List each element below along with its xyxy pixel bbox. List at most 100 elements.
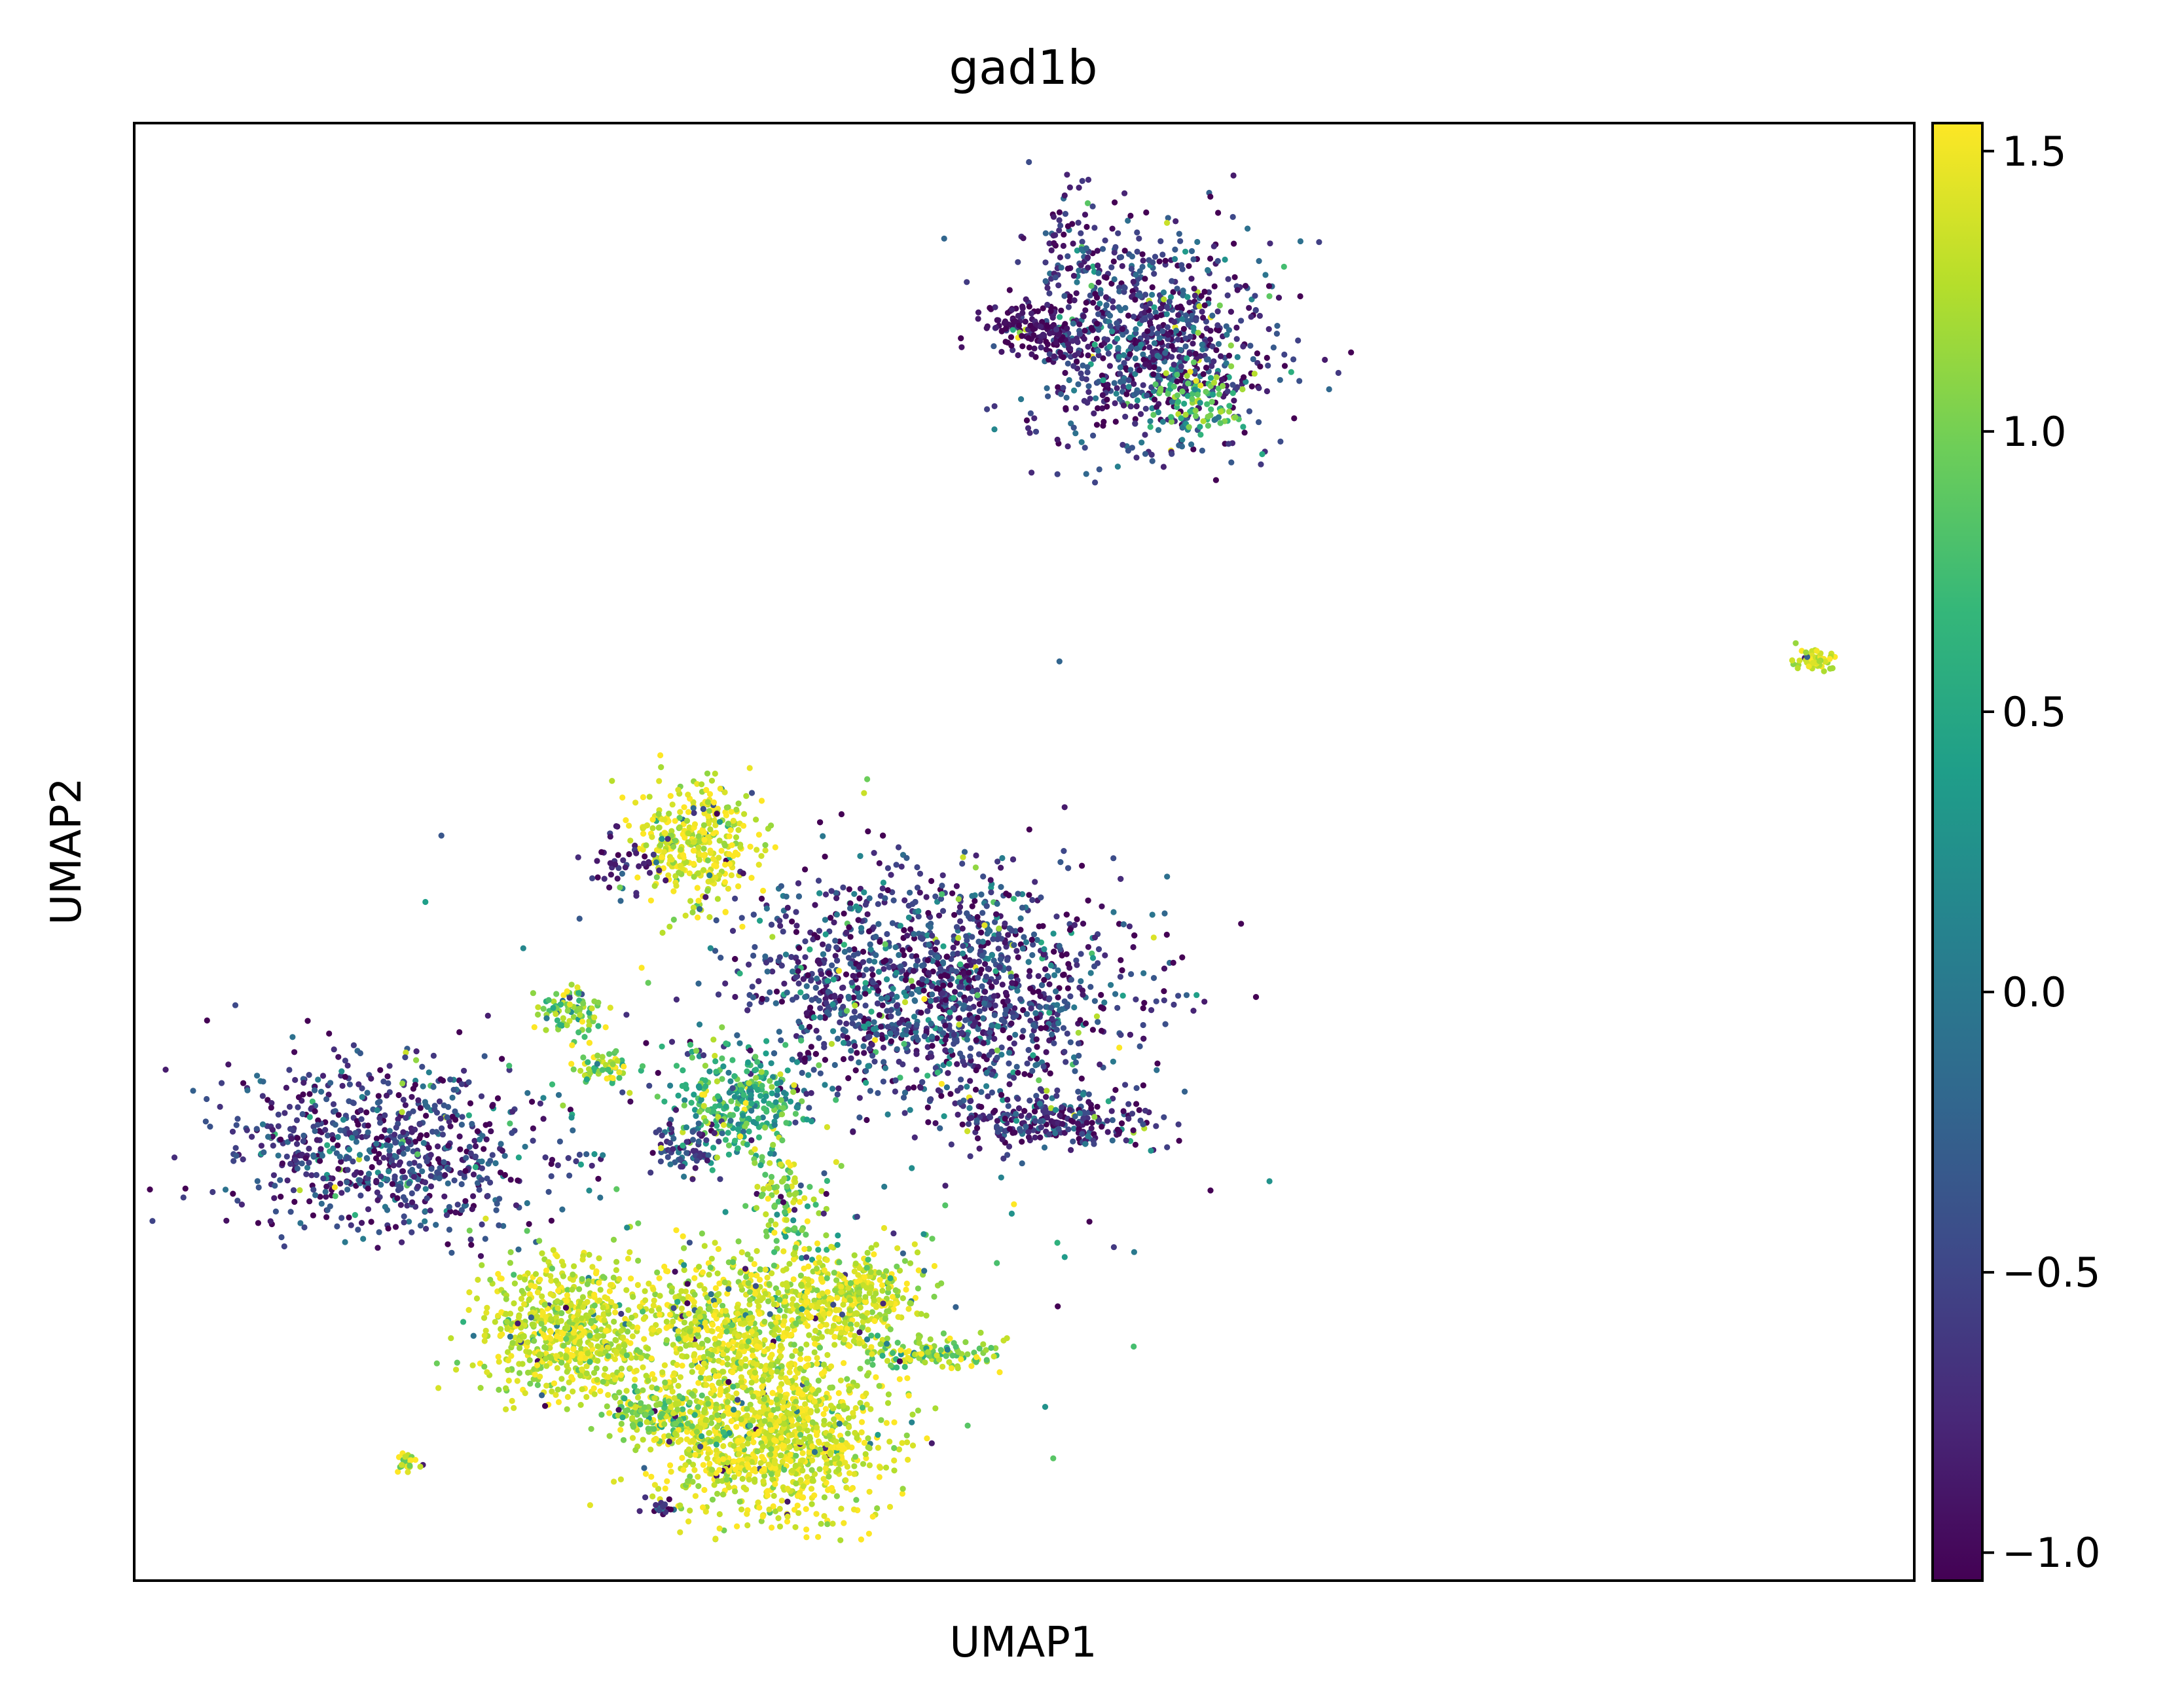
scatter-point bbox=[852, 1042, 858, 1050]
scatter-point bbox=[863, 966, 869, 973]
scatter-point bbox=[223, 1217, 230, 1224]
scatter-point bbox=[409, 1190, 415, 1197]
scatter-point bbox=[974, 1135, 981, 1142]
scatter-point bbox=[991, 1035, 998, 1042]
scatter-point bbox=[1119, 967, 1125, 974]
scatter-point bbox=[1095, 352, 1102, 359]
scatter-point bbox=[964, 1084, 970, 1090]
scatter-point bbox=[1078, 978, 1084, 985]
scatter-point bbox=[984, 406, 991, 413]
scatter-point bbox=[773, 1000, 779, 1006]
scatter-point bbox=[1140, 356, 1147, 363]
scatter-point bbox=[1053, 326, 1060, 333]
scatter-point bbox=[1243, 378, 1249, 385]
scatter-point bbox=[780, 1090, 788, 1096]
scatter-point bbox=[360, 1236, 367, 1242]
scatter-point bbox=[817, 1005, 824, 1012]
scatter-point bbox=[1048, 247, 1055, 253]
scatter-point bbox=[1212, 416, 1219, 422]
scatter-point bbox=[821, 1044, 828, 1050]
scatter-point bbox=[668, 828, 675, 834]
scatter-point bbox=[657, 752, 664, 759]
scatter-point bbox=[735, 1145, 741, 1152]
scatter-point bbox=[1000, 1155, 1007, 1162]
scatter-point bbox=[494, 1095, 501, 1101]
scatter-point bbox=[549, 1156, 556, 1163]
scatter-point bbox=[1002, 1115, 1008, 1122]
scatter-point bbox=[580, 1054, 587, 1061]
scatter-point bbox=[1047, 1070, 1053, 1076]
scatter-point bbox=[1082, 327, 1088, 334]
scatter-point bbox=[375, 1093, 382, 1099]
scatter-point bbox=[501, 1171, 509, 1179]
scatter-point bbox=[795, 880, 802, 887]
scatter-point bbox=[234, 1198, 241, 1204]
scatter-point bbox=[1056, 227, 1063, 234]
scatter-point bbox=[1122, 364, 1129, 371]
scatter-point bbox=[1234, 354, 1241, 361]
scatter-point bbox=[1053, 988, 1059, 995]
scatter-point bbox=[374, 1189, 381, 1196]
scatter-point bbox=[845, 955, 852, 961]
scatter-point bbox=[1004, 957, 1011, 963]
scatter-point bbox=[787, 1162, 793, 1169]
scatter-point bbox=[1037, 1118, 1044, 1125]
scatter-point bbox=[663, 877, 669, 884]
scatter-point bbox=[1079, 862, 1085, 869]
scatter-point bbox=[1133, 271, 1139, 278]
scatter-point bbox=[884, 1023, 891, 1030]
scatter-point bbox=[498, 1141, 504, 1147]
scatter-point bbox=[233, 1122, 240, 1128]
scatter-point bbox=[1100, 355, 1106, 361]
scatter-point bbox=[1126, 923, 1133, 930]
scatter-point bbox=[1112, 199, 1118, 206]
scatter-point bbox=[1091, 998, 1098, 1004]
scatter-point bbox=[847, 934, 854, 940]
scatter-point bbox=[934, 1035, 940, 1042]
scatter-point bbox=[433, 1222, 439, 1228]
scatter-point bbox=[877, 938, 883, 945]
scatter-point bbox=[1192, 350, 1199, 357]
scatter-point bbox=[1134, 248, 1140, 255]
scatter-point bbox=[667, 793, 674, 799]
scatter-point bbox=[1196, 303, 1203, 310]
scatter-point bbox=[595, 1023, 602, 1029]
scatter-point bbox=[769, 1090, 775, 1097]
scatter-point bbox=[401, 1219, 407, 1226]
scatter-point bbox=[727, 1118, 734, 1124]
scatter-point bbox=[726, 833, 733, 839]
scatter-point bbox=[714, 811, 720, 817]
scatter-point bbox=[701, 1103, 707, 1109]
scatter-point bbox=[566, 995, 573, 1001]
scatter-point bbox=[376, 1098, 383, 1105]
scatter-point bbox=[1197, 382, 1204, 389]
scatter-point bbox=[1044, 1114, 1050, 1121]
scatter-point bbox=[1077, 1017, 1083, 1023]
scatter-point bbox=[1006, 965, 1012, 972]
scatter-point bbox=[397, 1159, 403, 1166]
scatter-point bbox=[1152, 381, 1159, 388]
scatter-point bbox=[1087, 395, 1093, 402]
scatter-point bbox=[653, 859, 660, 866]
scatter-point bbox=[468, 1241, 475, 1248]
scatter-point bbox=[1136, 235, 1142, 242]
scatter-point bbox=[1822, 658, 1829, 665]
scatter-point bbox=[1116, 304, 1122, 310]
scatter-point bbox=[1038, 1124, 1044, 1131]
scatter-point bbox=[774, 1087, 781, 1093]
scatter-point bbox=[1120, 1108, 1127, 1114]
scatter-point bbox=[792, 1175, 798, 1182]
scatter-point bbox=[869, 966, 875, 972]
scatter-point bbox=[865, 1034, 871, 1040]
scatter-point bbox=[575, 1029, 582, 1036]
scatter-point bbox=[805, 1072, 812, 1078]
scatter-point bbox=[357, 1169, 364, 1176]
scatter-point bbox=[732, 993, 738, 1000]
scatter-point bbox=[1055, 331, 1061, 337]
scatter-point bbox=[960, 1058, 966, 1065]
scatter-point bbox=[542, 1154, 549, 1161]
scatter-point bbox=[770, 1141, 776, 1148]
scatter-point bbox=[1085, 383, 1092, 390]
scatter-point bbox=[893, 970, 900, 976]
scatter-point bbox=[955, 896, 962, 902]
